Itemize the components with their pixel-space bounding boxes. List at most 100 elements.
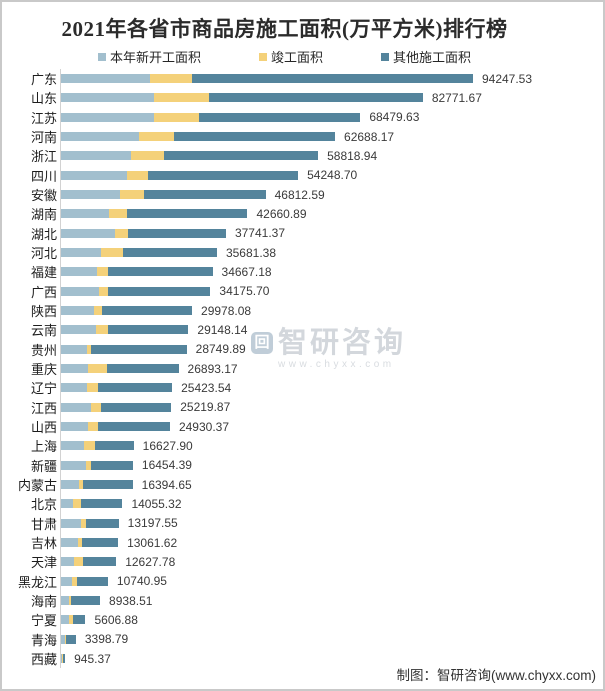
stacked-bar (61, 209, 248, 219)
category-label: 河南 (30, 130, 57, 146)
bar-row: 天津 12627.78 (2, 552, 603, 571)
stacked-bar (61, 654, 66, 663)
value-label: 26893.17 (187, 361, 238, 376)
bar-segment-other (76, 576, 108, 586)
bar-row: 北京 14055.32 (2, 494, 603, 513)
legend-item-other-area: 其他施工面积 (381, 47, 471, 66)
value-label: 25219.87 (180, 400, 231, 415)
bar-row: 河南 62688.17 (2, 127, 603, 146)
bar-area-row: 25219.87 (61, 398, 603, 417)
value-label: 25423.54 (181, 380, 232, 395)
bar-segment-completed (154, 93, 210, 103)
stacked-bar (61, 325, 189, 335)
bar-area-row: 16454.39 (61, 456, 603, 475)
stacked-bar (61, 596, 101, 606)
bar-segment-new-start (61, 402, 91, 412)
bar-segment-other (97, 383, 173, 393)
stacked-bar (61, 364, 179, 374)
bar-segment-completed (126, 170, 149, 180)
bar-row: 广东 94247.53 (2, 69, 603, 88)
stacked-bar (61, 267, 213, 277)
stacked-bar (61, 538, 119, 548)
bar-area-row: 13197.55 (61, 514, 603, 533)
bar-segment-new-start (61, 306, 94, 316)
bar-segment-new-start (61, 422, 88, 432)
bar-row: 吉林 13061.62 (2, 533, 603, 552)
category-label: 青海 (30, 632, 57, 648)
bar-segment-other (163, 151, 319, 161)
bar-segment-other (82, 480, 133, 490)
legend-swatch-completed-icon (258, 52, 267, 61)
bar-segment-other (97, 422, 170, 432)
bar-row: 湖北 37741.37 (2, 224, 603, 243)
value-label: 16394.65 (141, 477, 192, 492)
category-label: 广西 (30, 284, 57, 300)
bar-segment-other (66, 634, 76, 644)
bar-area-row: 16394.65 (61, 475, 603, 494)
bar-segment-other (192, 74, 473, 84)
chart-title: 2021年各省市商品房施工面积(万平方米)排行榜 (61, 17, 508, 41)
bar-segment-new-start (61, 93, 155, 103)
bar-segment-new-start (61, 267, 98, 277)
value-label: 37741.37 (234, 226, 286, 241)
stacked-bar (61, 422, 170, 432)
stacked-bar (61, 480, 133, 490)
category-label: 北京 (30, 497, 57, 513)
stacked-bar (61, 93, 423, 103)
bar-segment-new-start (61, 634, 66, 644)
value-label: 58818.94 (327, 148, 378, 163)
value-label: 10740.95 (116, 574, 167, 589)
bar-segment-other (85, 518, 119, 528)
stacked-bar (61, 74, 473, 84)
stacked-bar (61, 383, 173, 393)
bar-area-row: 82771.67 (61, 88, 603, 107)
bar-segment-other (127, 228, 226, 238)
bar-segment-completed (65, 634, 67, 644)
bar-row: 河北 35681.38 (2, 243, 603, 262)
bar-segment-new-start (61, 74, 151, 84)
stacked-bar (61, 228, 226, 238)
bar-segment-new-start (61, 209, 110, 219)
bar-segment-completed (97, 267, 109, 277)
bar-segment-completed (138, 132, 175, 142)
bar-area-row: 37741.37 (61, 224, 603, 243)
bar-area-row: 3398.79 (61, 630, 603, 649)
bar-area-row: 28749.89 (61, 340, 603, 359)
bar-area-row: 26893.17 (61, 359, 603, 378)
bar-area-row: 29148.14 (61, 320, 603, 339)
value-label: 28749.89 (195, 342, 246, 357)
bar-segment-new-start (61, 538, 78, 548)
bar-area-row: 14055.32 (61, 494, 603, 513)
value-label: 16454.39 (141, 458, 192, 473)
category-label: 云南 (30, 323, 57, 339)
bar-segment-completed (87, 364, 107, 374)
bar-segment-new-start (61, 248, 102, 258)
bar-segment-new-start (61, 364, 88, 374)
stacked-bar (61, 151, 319, 161)
bar-segment-other (62, 654, 66, 663)
bar-segment-other (126, 209, 248, 219)
bar-segment-completed (80, 518, 86, 528)
bar-segment-other (107, 325, 189, 335)
stacked-bar (61, 402, 172, 412)
category-label: 甘肃 (30, 516, 57, 532)
bar-area-row: 68479.63 (61, 108, 603, 127)
value-label: 945.37 (74, 651, 111, 666)
category-label: 天津 (30, 555, 57, 571)
category-label: 湖南 (30, 207, 57, 223)
stacked-bar (61, 441, 134, 451)
category-label: 江苏 (30, 110, 57, 126)
category-label: 西藏 (30, 652, 57, 667)
bar-row: 重庆 26893.17 (2, 359, 603, 378)
legend-item-new-start-area: 本年新开工面积 (97, 47, 201, 66)
stacked-bar (61, 499, 123, 509)
category-label: 福建 (30, 265, 57, 281)
bar-row: 黑龙江 10740.95 (2, 572, 603, 591)
legend-item-completed-area: 竣工面积 (258, 47, 323, 66)
bar-segment-completed (90, 402, 101, 412)
bar-segment-other (101, 306, 193, 316)
bar-segment-new-start (61, 344, 87, 354)
bar-segment-other (81, 538, 119, 548)
legend-label-completed: 竣工面积 (270, 50, 323, 65)
bar-area-row: 34667.18 (61, 262, 603, 281)
